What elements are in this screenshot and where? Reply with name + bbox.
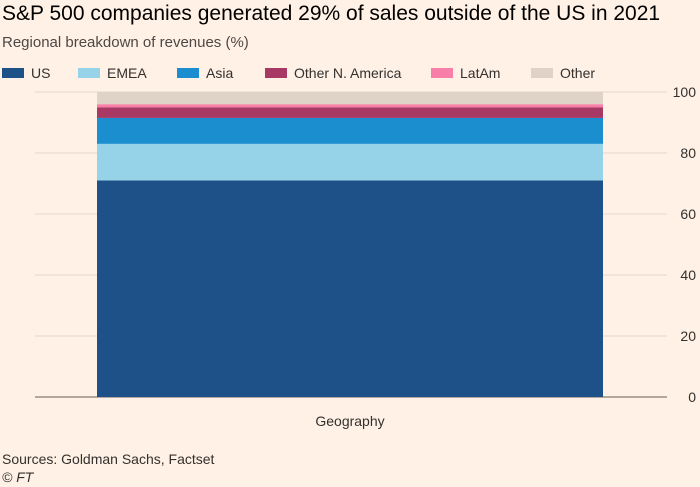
ft-credit: © FT	[2, 469, 34, 485]
legend-swatch-emea	[78, 68, 100, 78]
source-note: Sources: Goldman Sachs, Factset	[2, 451, 215, 467]
legend-item-asia: Asia	[177, 65, 265, 81]
bar-segment-other-n-america	[97, 107, 603, 118]
legend-label-other: Other	[560, 65, 596, 81]
legend-label-latam: LatAm	[460, 65, 501, 81]
legend-label-other-n-america: Other N. America	[294, 65, 402, 81]
legend-swatch-asia	[177, 68, 199, 78]
legend-item-other: Other	[531, 65, 631, 81]
y-tick-label-100: 100	[673, 84, 697, 100]
legend-item-latam: LatAm	[431, 65, 531, 81]
legend-label-emea: EMEA	[107, 65, 147, 81]
x-category-label: Geography	[315, 413, 384, 429]
legend-swatch-us	[2, 68, 24, 78]
y-tick-label-80: 80	[680, 145, 696, 161]
legend-swatch-other	[531, 68, 553, 78]
y-tick-label-0: 0	[688, 389, 696, 405]
legend-item-emea: EMEA	[78, 65, 177, 81]
bar-segment-us	[97, 180, 603, 397]
chart-subtitle: Regional breakdown of revenues (%)	[2, 34, 249, 51]
y-tick-label-40: 40	[680, 267, 696, 283]
legend-item-us: US	[2, 65, 78, 81]
legend-label-us: US	[31, 65, 51, 81]
y-tick-label-20: 20	[680, 328, 696, 344]
bar-segment-asia	[97, 117, 603, 144]
legend-swatch-other-n-america	[265, 68, 287, 78]
legend-swatch-latam	[431, 68, 453, 78]
legend: US EMEA Asia Other N. America LatAm Othe…	[2, 65, 631, 81]
y-tick-label-60: 60	[680, 206, 696, 222]
bar-segment-other	[97, 92, 603, 105]
bar-segment-emea	[97, 143, 603, 181]
legend-item-other-n-america: Other N. America	[265, 65, 431, 81]
bar-segment-latam	[97, 104, 603, 108]
chart-title: S&P 500 companies generated 29% of sales…	[2, 2, 661, 25]
legend-label-asia: Asia	[206, 65, 234, 81]
